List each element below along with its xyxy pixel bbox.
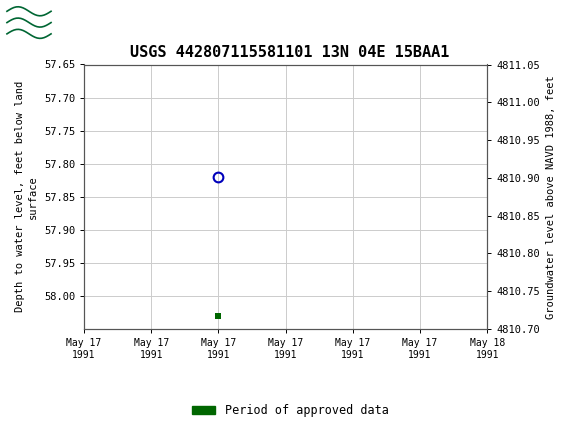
Legend: Period of approved data: Period of approved data	[187, 399, 393, 422]
FancyBboxPatch shape	[6, 4, 52, 41]
Text: USGS: USGS	[67, 12, 122, 31]
Y-axis label: Groundwater level above NAVD 1988, feet: Groundwater level above NAVD 1988, feet	[546, 75, 556, 319]
Y-axis label: Depth to water level, feet below land
surface: Depth to water level, feet below land su…	[15, 81, 38, 312]
Text: USGS 442807115581101 13N 04E 15BAA1: USGS 442807115581101 13N 04E 15BAA1	[130, 45, 450, 60]
